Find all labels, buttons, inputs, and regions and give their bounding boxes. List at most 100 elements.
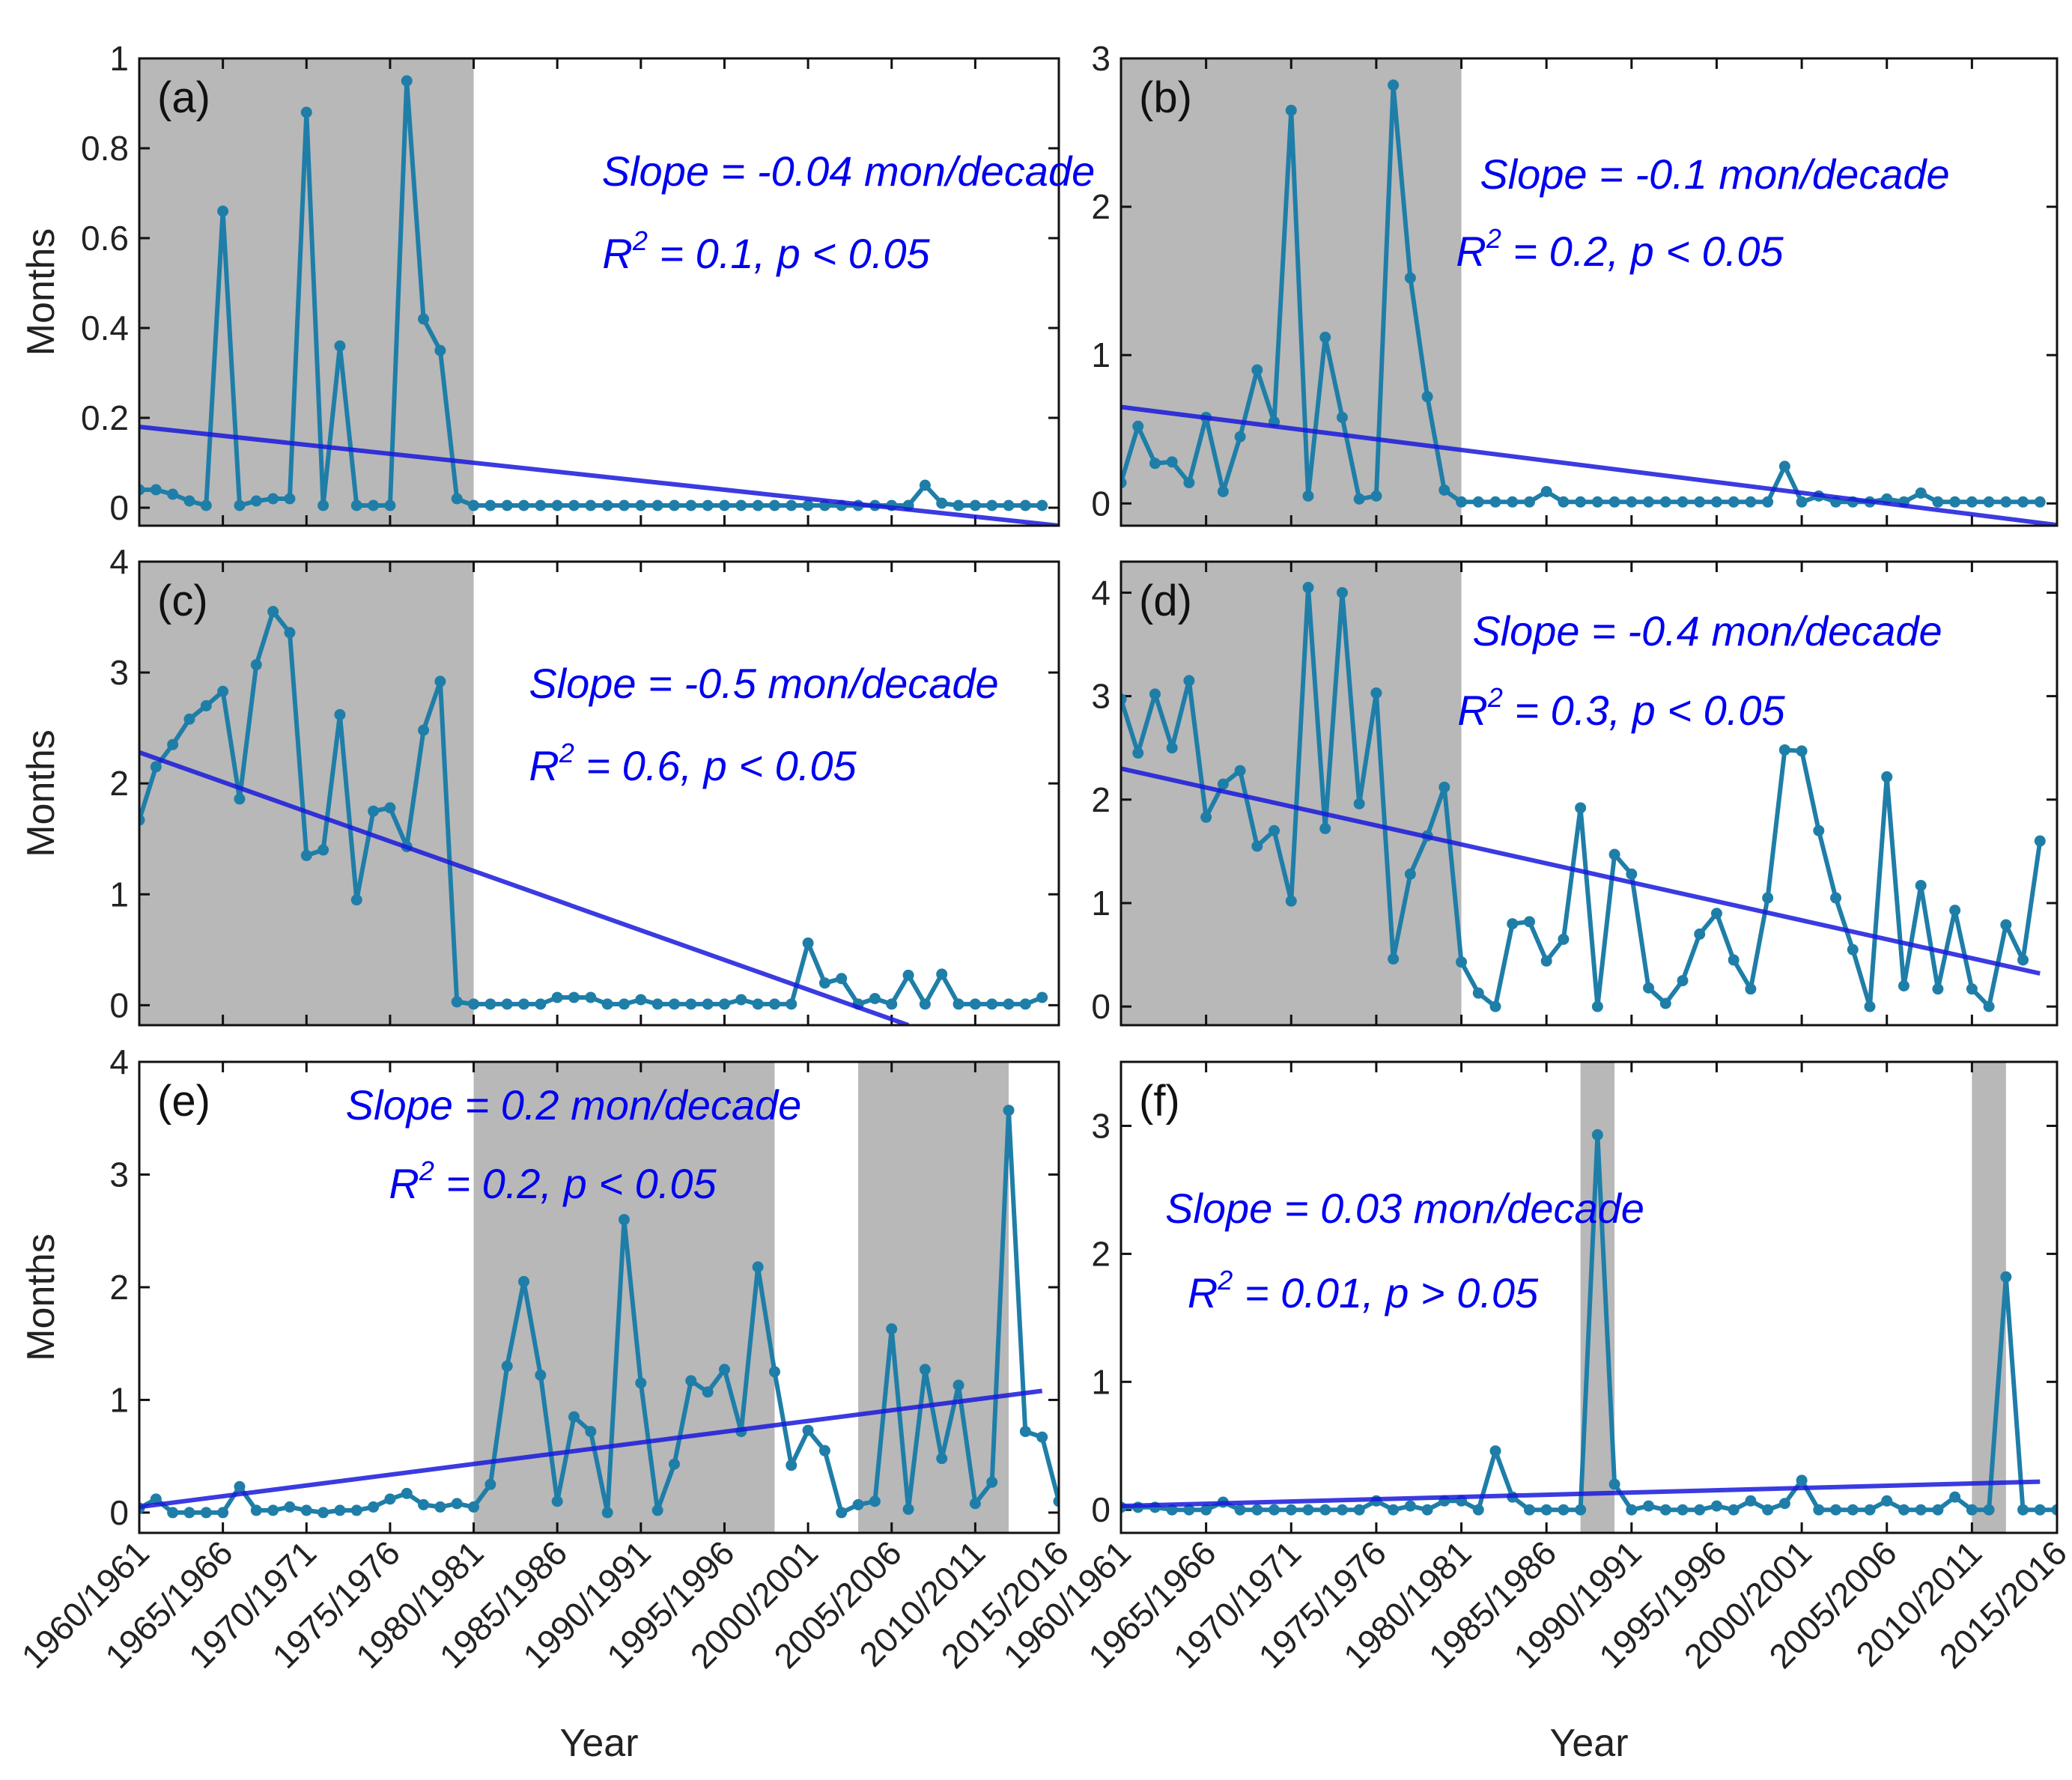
plot-frame [1119, 1060, 2059, 1534]
data-point [518, 499, 530, 511]
data-point [368, 499, 380, 511]
data-point [2000, 496, 2012, 508]
data-point [718, 499, 730, 511]
data-point [1302, 490, 1314, 502]
data-point [468, 1501, 480, 1513]
y-axis-title: Months [19, 228, 63, 356]
data-point [1251, 364, 1263, 376]
data-point [1778, 1498, 1790, 1510]
data-point [752, 499, 764, 511]
series-group [139, 606, 1048, 1025]
data-point [1285, 895, 1297, 907]
data-point [2017, 954, 2029, 966]
data-point [702, 998, 714, 1010]
data-point [685, 998, 697, 1010]
data-point [1036, 499, 1048, 511]
data-point [1710, 908, 1722, 920]
data-point [167, 738, 179, 750]
data-point [1523, 496, 1535, 508]
panel-label: (d) [1139, 577, 1192, 625]
data-point [1456, 956, 1468, 968]
data-point [468, 499, 480, 511]
data-point [1796, 496, 1808, 508]
data-point [685, 1375, 697, 1387]
data-point [1388, 953, 1400, 965]
data-point [786, 998, 797, 1010]
data-point [1949, 1491, 1961, 1503]
panel-label: (a) [157, 73, 210, 122]
data-point [1183, 477, 1195, 489]
data-point [318, 499, 329, 511]
data-point [1217, 485, 1229, 497]
data-point [969, 1498, 981, 1510]
data-point [986, 1476, 998, 1488]
plot-frame [1119, 560, 2059, 1027]
trend-line [139, 750, 910, 1025]
y-tick-label: 0 [109, 1493, 129, 1532]
r2-rest: = 0.1, p < 0.05 [648, 230, 931, 277]
data-point [200, 700, 212, 712]
x-axis-title: Year [559, 1722, 638, 1765]
data-point [501, 1360, 513, 1372]
r2-rest: = 0.3, p < 0.05 [1503, 687, 1786, 734]
data-point [802, 937, 814, 949]
y-tick-label: 0.6 [81, 219, 129, 258]
data-point [1864, 1000, 1876, 1012]
data-point [1881, 771, 1893, 783]
data-point [1036, 1431, 1048, 1443]
data-point [1847, 944, 1859, 956]
data-point [350, 499, 362, 511]
data-point [234, 793, 246, 805]
data-point [1915, 879, 1927, 891]
slope-annotation: Slope = -0.04 mon/decade [602, 148, 1095, 195]
r2-annotation: R2 = 0.01, p > 0.05 [1188, 1265, 1539, 1316]
data-point [1353, 493, 1365, 505]
data-point [1121, 693, 1127, 705]
data-point [936, 497, 948, 509]
y-tick-label: 2 [109, 1268, 129, 1307]
data-point [1166, 742, 1178, 754]
y-tick-label: 4 [109, 542, 129, 581]
data-point [139, 814, 145, 826]
data-point [1234, 1504, 1246, 1516]
data-point [1234, 431, 1246, 443]
shaded-period [139, 562, 474, 1025]
data-point [1694, 496, 1706, 508]
data-point [484, 1478, 496, 1490]
data-point [702, 499, 714, 511]
data-point [735, 994, 747, 1006]
data-point [150, 761, 162, 773]
data-point [1643, 1500, 1655, 1512]
y-tick-label: 3 [1091, 677, 1111, 716]
data-point [451, 1498, 463, 1510]
r2-rest: = 0.6, p < 0.05 [574, 742, 857, 789]
data-point [334, 708, 346, 720]
data-point [969, 499, 981, 511]
data-point [1677, 975, 1689, 987]
data-point [1983, 1000, 1995, 1012]
data-point [618, 1214, 630, 1226]
data-point [418, 313, 430, 325]
data-point [1353, 1504, 1365, 1516]
data-point [651, 998, 663, 1010]
data-point [1966, 983, 1978, 995]
y-tick-label: 3 [1091, 1106, 1111, 1145]
data-point [986, 499, 998, 511]
y-tick-label: 2 [1091, 1234, 1111, 1273]
data-point [468, 998, 480, 1010]
data-point [1319, 1504, 1331, 1516]
r2-superscript: 2 [1217, 1265, 1233, 1295]
panel-label: (f) [1139, 1077, 1180, 1126]
data-point [384, 802, 396, 814]
data-point [752, 1261, 764, 1273]
data-point [1813, 824, 1825, 836]
data-point [1183, 675, 1195, 687]
r2-rest: = 0.2, p < 0.05 [1501, 228, 1784, 275]
data-point [1456, 496, 1468, 508]
data-point [1404, 272, 1416, 284]
data-point [585, 499, 597, 511]
data-point [718, 1364, 730, 1376]
data-point [1370, 490, 1382, 502]
data-point [902, 1503, 914, 1515]
data-point [284, 1501, 296, 1513]
